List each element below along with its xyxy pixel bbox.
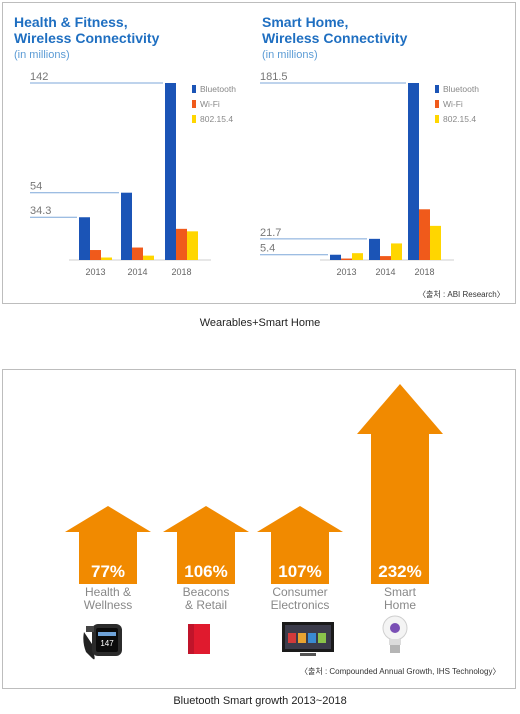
chart1-title: Health & Fitness, Wireless Connectivity [14, 14, 160, 46]
x-tick-2018: 2018 [414, 267, 434, 277]
bar-wifi-2014 [380, 256, 391, 260]
bar-802154-2018 [430, 225, 441, 260]
x-tick-2014: 2014 [375, 267, 395, 277]
y-value-label-2013: 34.3 [30, 205, 51, 217]
growth-arrows [65, 384, 443, 584]
growth-percent-2: 107% [278, 562, 322, 581]
bar-802154-2013 [352, 253, 363, 260]
y-value-label-2018: 181.5 [260, 71, 288, 83]
bar-bluetooth-2018 [408, 83, 419, 260]
growth-label-0: Health & Wellness [83, 585, 133, 612]
smartwatch-icon: 147 [83, 624, 122, 660]
bar-bluetooth-2014 [369, 238, 380, 260]
health-fitness-chart: 2013 2014 2018 34.3 54 142 Bluetooth Wi-Fi 802.1… [30, 71, 236, 277]
growth-label-1: Beacons & Retail [182, 585, 230, 612]
bar-bluetooth-2013 [79, 217, 90, 260]
source-ihs-technology: 〈출처 : Compounded Annual Growth, IHS Tech… [300, 667, 501, 676]
growth-arrow-2 [257, 506, 343, 584]
wearables-smarthome-figure [2, 2, 516, 304]
lightbulb-icon [382, 615, 408, 653]
x-tick-2013: 2013 [336, 267, 356, 277]
legend-swatch-2 [192, 115, 196, 123]
beacon-icon [188, 624, 210, 654]
legend-label-2: 802.15.4 [200, 114, 233, 124]
x-tick-2014: 2014 [127, 267, 147, 277]
bar-wifi-2013 [341, 258, 352, 260]
legend-swatch-1 [435, 100, 439, 108]
y-value-label-2014: 54 [30, 181, 42, 193]
svg-text:147: 147 [100, 639, 114, 648]
legend-label-2: 802.15.4 [443, 114, 476, 124]
growth-percent-0: 77% [90, 562, 126, 581]
bar-wifi-2013 [90, 250, 101, 260]
bar-bluetooth-2018 [165, 83, 176, 260]
legend-swatch-1 [192, 100, 196, 108]
bar-bluetooth-2013 [330, 254, 341, 260]
legend-label-1: Wi-Fi [443, 99, 463, 109]
figure-caption-bottom: Bluetooth Smart growth 2013~2018 [173, 695, 347, 707]
bar-802154-2018 [187, 231, 198, 260]
chart2-subtitle: (in millions) [262, 49, 318, 61]
source-abi-research: 〈출처 : ABI Research〉 [418, 290, 505, 299]
smart-home-chart: 2013 2014 2018 5.4 21.7 181.5 Bluetooth Wi-Fi 80… [260, 71, 479, 277]
growth-label-2: Consumer Electronics [270, 585, 330, 612]
growth-label-3: Smart Home [383, 585, 416, 612]
bar-bluetooth-2014 [121, 192, 132, 260]
y-value-label-2018: 142 [30, 71, 48, 83]
y-value-label-2013: 5.4 [260, 243, 275, 255]
y-value-label-2014: 21.7 [260, 227, 281, 239]
bar-wifi-2018 [419, 209, 430, 260]
growth-percent-3: 232% [378, 562, 422, 581]
legend-label-0: Bluetooth [443, 84, 479, 94]
bar-802154-2013 [101, 257, 112, 260]
growth-arrow-1 [163, 506, 249, 584]
figure-caption-top: Wearables+Smart Home [199, 317, 321, 329]
bar-802154-2014 [143, 255, 154, 260]
bar-wifi-2014 [132, 247, 143, 260]
growth-percent-1: 106% [184, 562, 228, 581]
legend-swatch-0 [192, 85, 196, 93]
x-tick-2013: 2013 [85, 267, 105, 277]
growth-arrow-3 [357, 384, 443, 584]
bluetooth-growth-figure [2, 369, 516, 689]
bar-802154-2014 [391, 243, 402, 260]
legend-swatch-2 [435, 115, 439, 123]
growth-arrow-0 [65, 506, 151, 584]
chart1-subtitle: (in millions) [14, 49, 70, 61]
x-tick-2018: 2018 [171, 267, 191, 277]
legend-label-0: Bluetooth [200, 84, 236, 94]
legend-swatch-0 [435, 85, 439, 93]
bar-wifi-2018 [176, 228, 187, 260]
tv-icon [282, 622, 334, 656]
chart2-title: Smart Home, Wireless Connectivity [262, 14, 408, 46]
legend-label-1: Wi-Fi [200, 99, 220, 109]
